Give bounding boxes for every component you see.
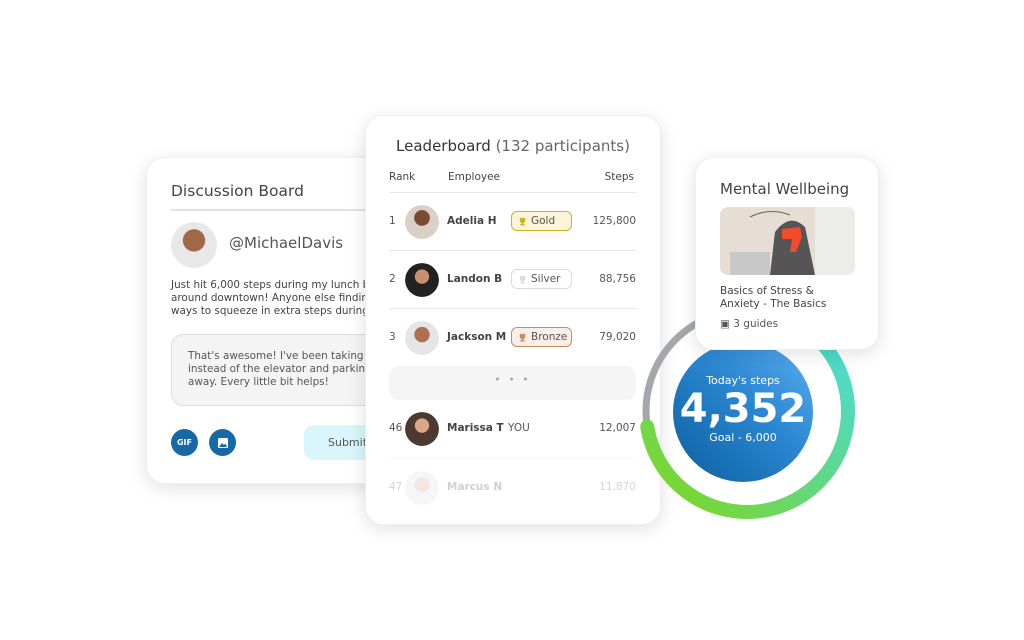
- step-count: 88,756: [599, 273, 636, 285]
- leaderboard-row[interactable]: 2 Landon B 88,756 Silver: [389, 250, 636, 308]
- employee-name: Marissa T: [447, 422, 504, 434]
- guides-count: ▣ 3 guides: [720, 318, 779, 330]
- col-steps: Steps: [604, 171, 634, 183]
- gif-button[interactable]: GIF: [171, 429, 198, 456]
- badge-bronze: Bronze: [511, 327, 572, 347]
- rank: 2: [389, 273, 396, 285]
- image-icon: [217, 437, 228, 448]
- col-rank: Rank: [389, 171, 416, 183]
- username: @MichaelDavis: [229, 234, 344, 252]
- step-count: 79,020: [599, 331, 636, 343]
- employee-name: Marcus N: [447, 481, 503, 493]
- you-tag: YOU: [508, 422, 530, 434]
- avatar: [405, 263, 439, 297]
- leaderboard-row[interactable]: 47 Marcus N 11,870: [389, 458, 636, 516]
- badge-silver: Silver: [511, 269, 572, 289]
- steps-goal: Goal - 6,000: [709, 431, 777, 444]
- col-employee: Employee: [448, 171, 501, 183]
- step-count: 11,870: [599, 481, 636, 493]
- leaderboard-card: Leaderboard (132 participants) Rank Empl…: [365, 115, 661, 525]
- avatar: [405, 471, 439, 505]
- more-rows-button[interactable]: • • •: [389, 366, 636, 400]
- rank: 47: [389, 481, 403, 493]
- trophy-icon: [519, 217, 526, 226]
- rank: 1: [389, 215, 396, 227]
- employee-name: Jackson M: [447, 331, 507, 343]
- avatar: [405, 412, 439, 446]
- stress-article-image[interactable]: [720, 207, 855, 275]
- image-upload-button[interactable]: [209, 429, 236, 456]
- step-count: 12,007: [599, 422, 636, 434]
- trophy-icon: [519, 275, 526, 284]
- rank: 3: [389, 331, 396, 343]
- employee-name: Landon B: [447, 273, 503, 285]
- book-icon: ▣: [720, 318, 730, 330]
- mental-wellbeing-card[interactable]: Mental Wellbeing Basics of Stress & Anxie…: [695, 157, 879, 350]
- leaderboard-row[interactable]: 3 Jackson M 79,020 Bronze: [389, 308, 636, 366]
- avatar: [171, 222, 217, 268]
- step-count: 125,800: [592, 215, 636, 227]
- divider: [171, 209, 395, 211]
- avatar: [405, 321, 439, 355]
- rank: 46: [389, 422, 403, 434]
- wellbeing-title: Mental Wellbeing: [720, 180, 850, 198]
- post-text: Just hit 6,000 steps during my lunch bre…: [171, 279, 383, 317]
- steps-label: Today's steps: [706, 374, 780, 387]
- avatar: [405, 205, 439, 239]
- badge-gold: Gold: [511, 211, 572, 231]
- discussion-board-card: Discussion Board @MichaelDavis Just hit …: [146, 157, 396, 484]
- todays-steps-circle: Today's steps 4,352 Goal - 6,000: [673, 342, 813, 482]
- leaderboard-row[interactable]: 1 Adelia H 125,800 Gold: [389, 192, 636, 250]
- reply-input[interactable]: That's awesome! I've been taking the inst…: [171, 334, 395, 406]
- employee-name: Adelia H: [447, 215, 497, 227]
- steps-value: 4,352: [679, 386, 807, 432]
- discussion-title: Discussion Board: [171, 182, 304, 200]
- article-title: Basics of Stress & Anxiety - The Basics: [720, 285, 827, 310]
- trophy-icon: [519, 333, 526, 342]
- leaderboard-title: Leaderboard (132 participants): [396, 137, 630, 155]
- leaderboard-row[interactable]: 46 Marissa T 12,007 YOU: [389, 400, 636, 458]
